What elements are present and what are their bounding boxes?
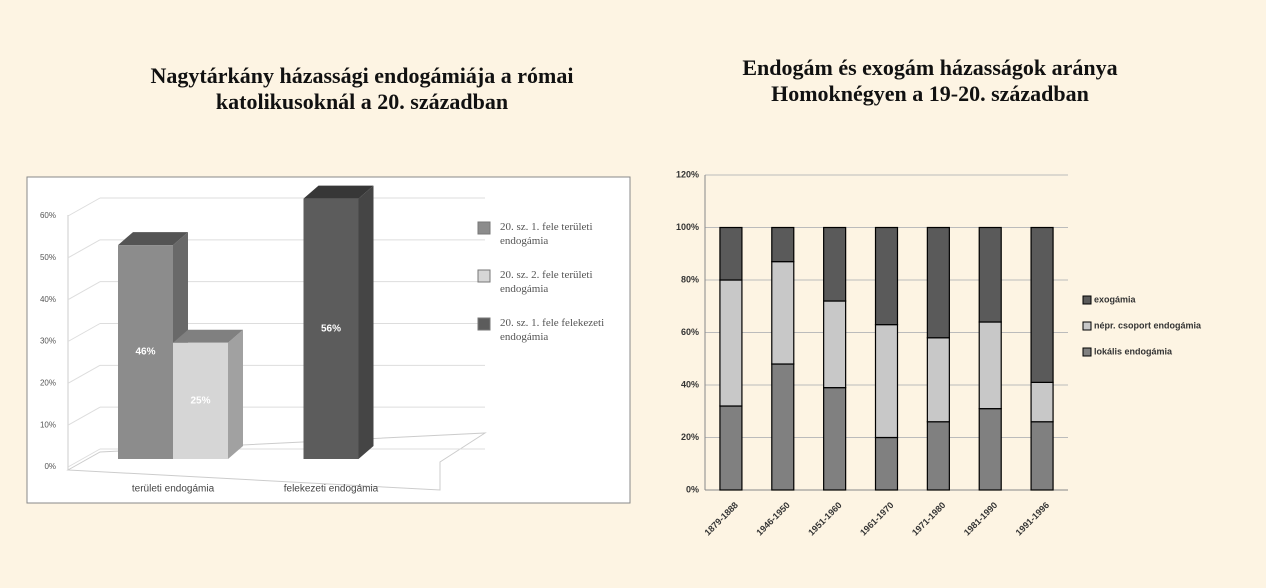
bar-top	[303, 185, 374, 199]
grid-line	[67, 239, 101, 259]
data-label: 46%	[135, 347, 155, 358]
bar-side	[228, 329, 243, 459]
legend-swatch	[1082, 295, 1092, 305]
bar-segment	[719, 226, 743, 281]
y-tick-label: 100%	[676, 222, 699, 232]
y-tick-label: 20%	[681, 432, 699, 442]
grid-line	[67, 197, 101, 217]
grid-line	[67, 406, 101, 426]
grid-line	[67, 364, 101, 384]
y-tick-label: 10%	[40, 420, 56, 429]
bar-side	[358, 185, 374, 459]
legend-swatch	[477, 269, 491, 283]
x-tick-label: 1951-1960	[806, 500, 844, 538]
bar-segment	[978, 321, 1002, 410]
x-tick-label: 1981-1990	[962, 500, 1000, 538]
bar-segment	[771, 261, 795, 365]
grid-line	[67, 448, 101, 468]
bar-segment	[874, 324, 899, 439]
y-tick-label: 40%	[40, 295, 56, 304]
bar-segment	[1030, 381, 1054, 423]
y-tick-label: 30%	[40, 337, 56, 346]
x-tick-label: 1946-1950	[754, 500, 792, 538]
legend-label: 20. sz. 1. fele területi endogámia	[500, 221, 593, 247]
legend-label: 20. sz. 2. fele területi endogámia	[500, 269, 593, 295]
legend-swatch	[477, 317, 491, 331]
bar-segment	[1030, 226, 1054, 383]
bar-segment	[978, 408, 1002, 491]
bar-segment	[719, 279, 743, 407]
bar-segment	[926, 226, 950, 339]
bar-segment	[823, 300, 847, 389]
bar	[173, 342, 228, 459]
bar-top	[173, 329, 243, 343]
bar-segment	[978, 226, 1002, 323]
x-tick-label: 1991-1996	[1014, 500, 1052, 538]
bar-segment	[874, 226, 899, 326]
data-label: 25%	[190, 396, 210, 407]
bar-segment	[771, 226, 795, 263]
legend-swatch	[1082, 347, 1092, 357]
bar-segment	[926, 337, 950, 423]
legend-swatch	[1082, 321, 1092, 331]
bar-segment	[719, 405, 743, 491]
y-tick-label: 120%	[676, 169, 699, 179]
grid-line	[67, 323, 101, 342]
x-tick-label: 1879-1888	[703, 500, 741, 538]
legend-label: 20. sz. 1. fele felekezeti endogámia	[500, 317, 605, 343]
chart-title: Nagytárkány házassági endogámiája a róma…	[150, 63, 574, 114]
bar-top	[118, 232, 188, 246]
bar-segment	[874, 436, 899, 491]
bar-segment	[1030, 421, 1054, 491]
y-tick-label: 60%	[40, 211, 56, 220]
data-label: 56%	[321, 323, 341, 334]
grid-line	[67, 281, 101, 301]
y-tick-label: 0%	[686, 484, 699, 494]
x-tick-label: felekezeti endogámia	[284, 484, 379, 495]
legend-label: exogámia	[1094, 294, 1137, 304]
y-tick-label: 0%	[44, 462, 56, 471]
y-tick-label: 50%	[40, 253, 56, 262]
bar	[303, 198, 359, 459]
legend-label: népr. csoport endogámia	[1094, 320, 1202, 330]
x-tick-label: területi endogámia	[132, 484, 215, 495]
legend-label: lokális endogámia	[1094, 346, 1173, 356]
floor	[66, 432, 487, 491]
bar-segment	[823, 387, 847, 491]
y-tick-label: 80%	[681, 274, 699, 284]
legend-swatch	[477, 221, 491, 235]
y-tick-label: 60%	[681, 327, 699, 337]
x-tick-label: 1971-1980	[910, 500, 948, 538]
bar-segment	[771, 363, 795, 491]
y-tick-label: 20%	[40, 378, 56, 387]
x-tick-label: 1961-1970	[858, 500, 896, 538]
bar-segment	[823, 226, 847, 302]
y-tick-label: 40%	[681, 379, 699, 389]
bar	[118, 245, 173, 459]
bar-segment	[926, 421, 950, 491]
chart-title: Endogám és exogám házasságok aránya Homo…	[742, 55, 1118, 106]
